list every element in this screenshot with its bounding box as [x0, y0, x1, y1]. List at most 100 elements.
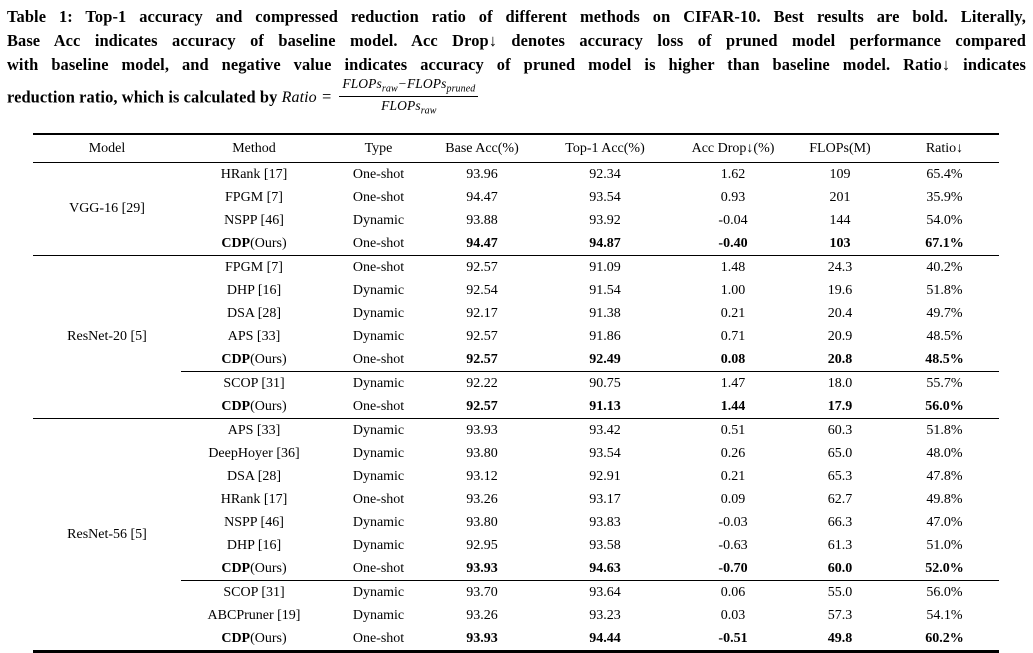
caption-line-3: with baseline model, and negative value … — [7, 55, 1026, 74]
cell-method: HRank [17] — [181, 162, 327, 187]
cell-drop: 0.21 — [720, 305, 746, 321]
cell-base: 92.95 — [466, 537, 498, 553]
column-header-drop: Acc Drop↓(%) — [676, 134, 790, 164]
cell-drop: 0.06 — [676, 580, 790, 605]
cell-method: FPGM [7] — [181, 255, 327, 280]
cell-ratio: 51.0% — [926, 537, 963, 553]
cell-method: APS [33] — [181, 418, 327, 443]
cell-method: DSA [28] — [226, 305, 282, 321]
cell-top1: 92.91 — [589, 468, 621, 484]
formula-numerator: FLOPsraw−FLOPspruned — [339, 76, 479, 98]
table-row: ResNet-20 [5] FPGM [7] One-shot 92.57 91.09 1… — [33, 255, 999, 419]
caption-formula-lead: reduction ratio, which is calculated by — [7, 87, 278, 107]
caption-line-4: reduction ratio, which is calculated by … — [7, 76, 1026, 119]
formula-fraction: FLOPsraw−FLOPspruned FLOPs raw — [339, 76, 479, 117]
cell-drop: -0.03 — [718, 514, 748, 530]
header-row: Model Method Type Base Acc(%) Top-1 Acc(%) Ac… — [33, 134, 999, 164]
cell-flops: 18.0 — [790, 371, 890, 396]
sub-raw-den: raw — [420, 105, 437, 117]
cell-flops: 62.7 — [827, 491, 853, 507]
cell-base: 92.22 — [430, 371, 534, 396]
table-row: DSA [28] Dynamic 92.17 91.38 0.21 20.4 49.7% — [33, 302, 999, 325]
cell-base: 92.54 — [466, 282, 498, 298]
column-header-base: Base Acc(%) — [430, 134, 534, 164]
table-row: HRank [17] One-shot 93.26 93.17 0.09 62.7 49.8… — [33, 488, 999, 511]
minus-sign: − — [397, 76, 407, 91]
cell-type: Dynamic — [352, 514, 405, 530]
cell-top1: 94.87 — [589, 235, 621, 251]
cell-base: 92.57 — [466, 351, 498, 367]
cell-ratio: 47.8% — [926, 468, 963, 484]
sub-pruned: pruned — [446, 83, 476, 95]
column-header-ratio: Ratio↓ — [890, 134, 999, 164]
cell-top1: 93.54 — [589, 445, 621, 461]
cell-method: SCOP [31] — [181, 371, 327, 396]
cell-base: 93.70 — [430, 580, 534, 605]
cell-top1: 91.38 — [589, 305, 621, 321]
cell-base: 93.88 — [466, 212, 498, 228]
cell-drop: -0.40 — [718, 235, 748, 251]
cell-flops: 20.8 — [827, 351, 853, 367]
cell-base: 93.26 — [466, 491, 498, 507]
method-bold-prefix: CDP — [221, 630, 251, 646]
cell-flops: 201 — [829, 189, 851, 205]
cell-flops: 66.3 — [827, 514, 853, 530]
cell-type: Dynamic — [352, 305, 405, 321]
cell-ratio: 65.4% — [890, 162, 999, 187]
cell-drop: 0.21 — [720, 468, 746, 484]
cell-type: Dynamic — [352, 328, 405, 344]
cell-drop: 0.08 — [720, 351, 746, 367]
cell-ratio: 60.2% — [925, 630, 964, 646]
cell-type: Dynamic — [327, 418, 430, 443]
cell-drop: 0.93 — [720, 189, 746, 205]
table-row: VGG-16 [29] HRank [17] One-shot 93.96 92.34 1… — [33, 162, 999, 256]
cell-top1: 90.75 — [534, 371, 676, 396]
table-row: SCOP [31] Dynamic 93.70 93.64 0.06 55.0 56.0% — [33, 580, 999, 605]
cell-drop: -0.70 — [718, 560, 748, 576]
cell-ratio: 49.7% — [926, 305, 963, 321]
cell-type: Dynamic — [352, 212, 405, 228]
cell-flops: 103 — [829, 235, 851, 251]
cell-type: Dynamic — [352, 607, 405, 623]
cell-drop: 0.71 — [720, 328, 746, 344]
method-bold-prefix: CDP — [221, 235, 251, 251]
column-header-top1: Top-1 Acc(%) — [534, 134, 676, 164]
cell-flops: 19.6 — [827, 282, 853, 298]
cell-flops: 65.3 — [827, 468, 853, 484]
table-row: CDP(Ours) One-shot 94.47 94.87 -0.40 103 67.1% — [33, 232, 999, 256]
cell-type: Dynamic — [352, 537, 405, 553]
cell-type: One-shot — [352, 398, 405, 414]
cell-base: 92.57 — [430, 255, 534, 280]
cell-method: DeepHoyer [36] — [208, 445, 300, 461]
cell-ratio: 52.0% — [925, 560, 964, 576]
cell-ratio: 51.8% — [890, 418, 999, 443]
table-row: FPGM [7] One-shot 94.47 93.54 0.93 201 35.9% — [33, 186, 999, 209]
table-row: NSPP [46] Dynamic 93.80 93.83 -0.03 66.3 47.0% — [33, 511, 999, 534]
column-header-model: Model — [33, 134, 181, 164]
flops-pruned: FLOPs — [406, 76, 447, 91]
cell-method: CDP(Ours) — [221, 351, 287, 367]
cell-flops: 20.4 — [827, 305, 853, 321]
cell-type: One-shot — [352, 491, 405, 507]
cell-top1: 93.42 — [534, 418, 676, 443]
cell-type: One-shot — [352, 351, 405, 367]
cell-top1: 93.64 — [534, 580, 676, 605]
cell-ratio: 56.0% — [925, 398, 964, 414]
cell-ratio: 67.1% — [925, 235, 964, 251]
cell-drop: 1.48 — [676, 255, 790, 280]
cell-drop: 1.62 — [676, 162, 790, 187]
table-row: APS [33] Dynamic 92.57 91.86 0.71 20.9 48.5% — [33, 325, 999, 348]
cell-top1: 91.13 — [589, 398, 621, 414]
cell-ratio: 54.0% — [926, 212, 963, 228]
cell-top1: 91.86 — [589, 328, 621, 344]
cell-type: One-shot — [352, 235, 405, 251]
cell-base: 93.12 — [466, 468, 498, 484]
model-group: ResNet-20 [5] FPGM [7] One-shot 92.57 91.09 1… — [33, 255, 999, 419]
cell-top1: 91.54 — [589, 282, 621, 298]
cell-base: 93.93 — [430, 418, 534, 443]
table-row: SCOP [31] Dynamic 92.22 90.75 1.47 18.0 55.7% — [33, 371, 999, 396]
cell-ratio: 48.5% — [926, 328, 963, 344]
cell-flops: 60.0 — [827, 560, 853, 576]
cell-drop: 0.09 — [720, 491, 746, 507]
cell-base: 93.93 — [466, 630, 498, 646]
